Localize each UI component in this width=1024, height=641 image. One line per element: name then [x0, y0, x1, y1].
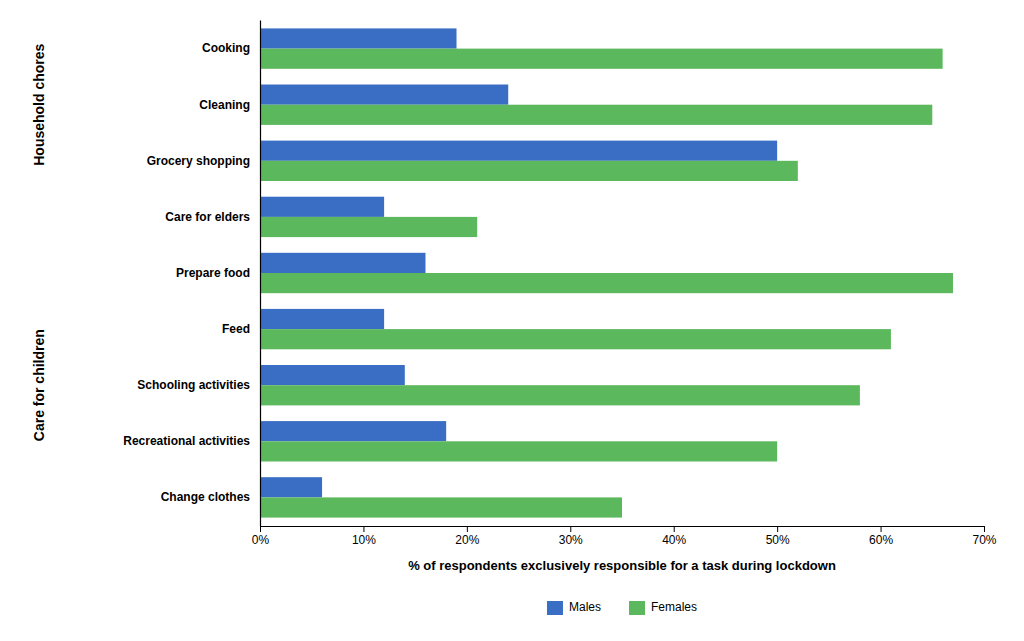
y-tick: Change clothes: [161, 490, 251, 504]
series-1: [260, 49, 953, 518]
x-axis-title: % of respondents exclusively responsible…: [408, 558, 836, 573]
bar: [260, 49, 943, 69]
bar: [260, 141, 777, 161]
bar: [260, 217, 477, 237]
bars: [260, 28, 953, 517]
bar: [260, 161, 798, 181]
x-tick-label: 50%: [766, 533, 790, 547]
y-tick-label: Grocery shopping: [147, 154, 250, 168]
group-label: Care for children: [31, 329, 47, 441]
x-tick: 20%: [455, 526, 479, 547]
y-tick: Recreational activities: [123, 434, 250, 448]
x-tick: 70%: [972, 526, 996, 547]
x-tick-mark: [570, 526, 571, 532]
y-tick: Care for elders: [165, 210, 250, 224]
bar: [260, 385, 860, 405]
x-tick-label: 60%: [869, 533, 893, 547]
bar: [260, 441, 777, 461]
bar: [260, 28, 457, 48]
x-tick: 40%: [662, 526, 686, 547]
bar: [260, 197, 384, 217]
bar: [260, 497, 622, 517]
x-tick-label: 30%: [559, 533, 583, 547]
y-tick: Cleaning: [199, 98, 250, 112]
x-tick-label: 0%: [252, 533, 270, 547]
y-tick: Schooling activities: [137, 378, 250, 392]
bar: [260, 105, 932, 125]
y-tick-label: Care for elders: [165, 210, 250, 224]
x-tick-label: 10%: [352, 533, 376, 547]
legend-item: Males: [547, 600, 601, 615]
bar: [260, 329, 891, 349]
legend-swatch: [629, 601, 645, 615]
x-tick: 60%: [869, 526, 893, 547]
y-tick-label: Feed: [222, 322, 250, 336]
y-tick-label: Cooking: [202, 41, 250, 55]
y-tick: Cooking: [202, 41, 250, 55]
series-0: [260, 28, 777, 497]
y-tick: Feed: [222, 322, 250, 336]
x-tick: 30%: [559, 526, 583, 547]
y-axis-line: [260, 21, 261, 527]
y-tick: Prepare food: [176, 266, 250, 280]
bar: [260, 421, 446, 441]
y-axis: Cooking Cleaning Grocery shopping Care for …: [123, 21, 260, 527]
x-tick-label: 40%: [662, 533, 686, 547]
x-axis-line: [261, 526, 985, 527]
group-label: Household chores: [31, 43, 47, 165]
x-tick-label: 70%: [972, 533, 996, 547]
y-tick-label: Change clothes: [161, 490, 251, 504]
x-tick-mark: [881, 526, 882, 532]
bar: [260, 253, 425, 273]
legend-label: Males: [569, 600, 601, 614]
x-axis: 0% 10% 20% 30% 40% 50% 60% 70%: [252, 526, 997, 547]
plot: 0% 10% 20% 30% 40% 50% 60% 70% Cooking Cleaning Gr…: [31, 21, 997, 616]
x-tick-label: 20%: [455, 533, 479, 547]
legend-label: Females: [651, 600, 697, 614]
y-tick-label: Schooling activities: [137, 378, 250, 392]
bar: [260, 273, 953, 293]
bar: [260, 477, 322, 497]
x-tick-mark: [984, 526, 985, 532]
y-tick-label: Prepare food: [176, 266, 250, 280]
y-tick-label: Cleaning: [199, 98, 250, 112]
x-tick: 0%: [252, 526, 270, 547]
legend-swatch: [547, 601, 563, 615]
bar: [260, 309, 384, 329]
x-tick-mark: [777, 526, 778, 532]
bar: [260, 85, 508, 105]
legend: Males Females: [547, 600, 697, 615]
x-tick-mark: [260, 526, 261, 532]
x-tick: 50%: [766, 526, 790, 547]
x-tick: 10%: [352, 526, 376, 547]
x-tick-mark: [467, 526, 468, 532]
legend-item: Females: [629, 600, 697, 615]
chart: 0% 10% 20% 30% 40% 50% 60% 70% Cooking Cleaning Gr…: [0, 0, 1024, 641]
x-tick-mark: [674, 526, 675, 532]
x-tick-mark: [363, 526, 364, 532]
bar: [260, 365, 405, 385]
y-tick-label: Recreational activities: [123, 434, 250, 448]
y-tick: Grocery shopping: [147, 154, 250, 168]
